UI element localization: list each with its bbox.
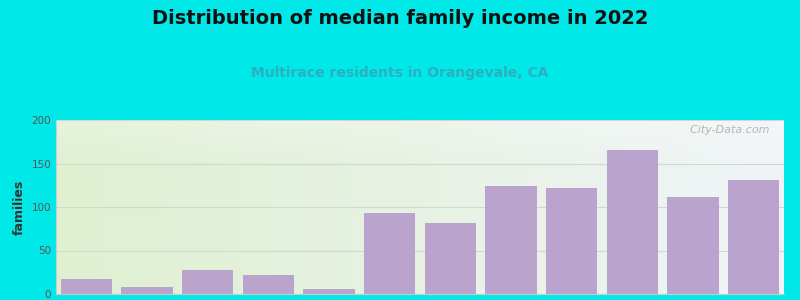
Bar (242, 275, 294, 294)
Bar (122, 287, 173, 294)
Bar (364, 213, 415, 294)
Bar (606, 150, 658, 294)
Bar (667, 196, 718, 294)
Bar (486, 186, 537, 294)
Bar (546, 188, 598, 294)
Bar (303, 289, 354, 294)
Bar (425, 223, 476, 294)
Y-axis label: families: families (13, 179, 26, 235)
Text: Distribution of median family income in 2022: Distribution of median family income in … (152, 9, 648, 28)
Text: Multirace residents in Orangevale, CA: Multirace residents in Orangevale, CA (251, 66, 549, 80)
Text: City-Data.com: City-Data.com (683, 125, 770, 135)
Bar (182, 270, 234, 294)
Bar (728, 180, 779, 294)
Bar (61, 279, 112, 294)
